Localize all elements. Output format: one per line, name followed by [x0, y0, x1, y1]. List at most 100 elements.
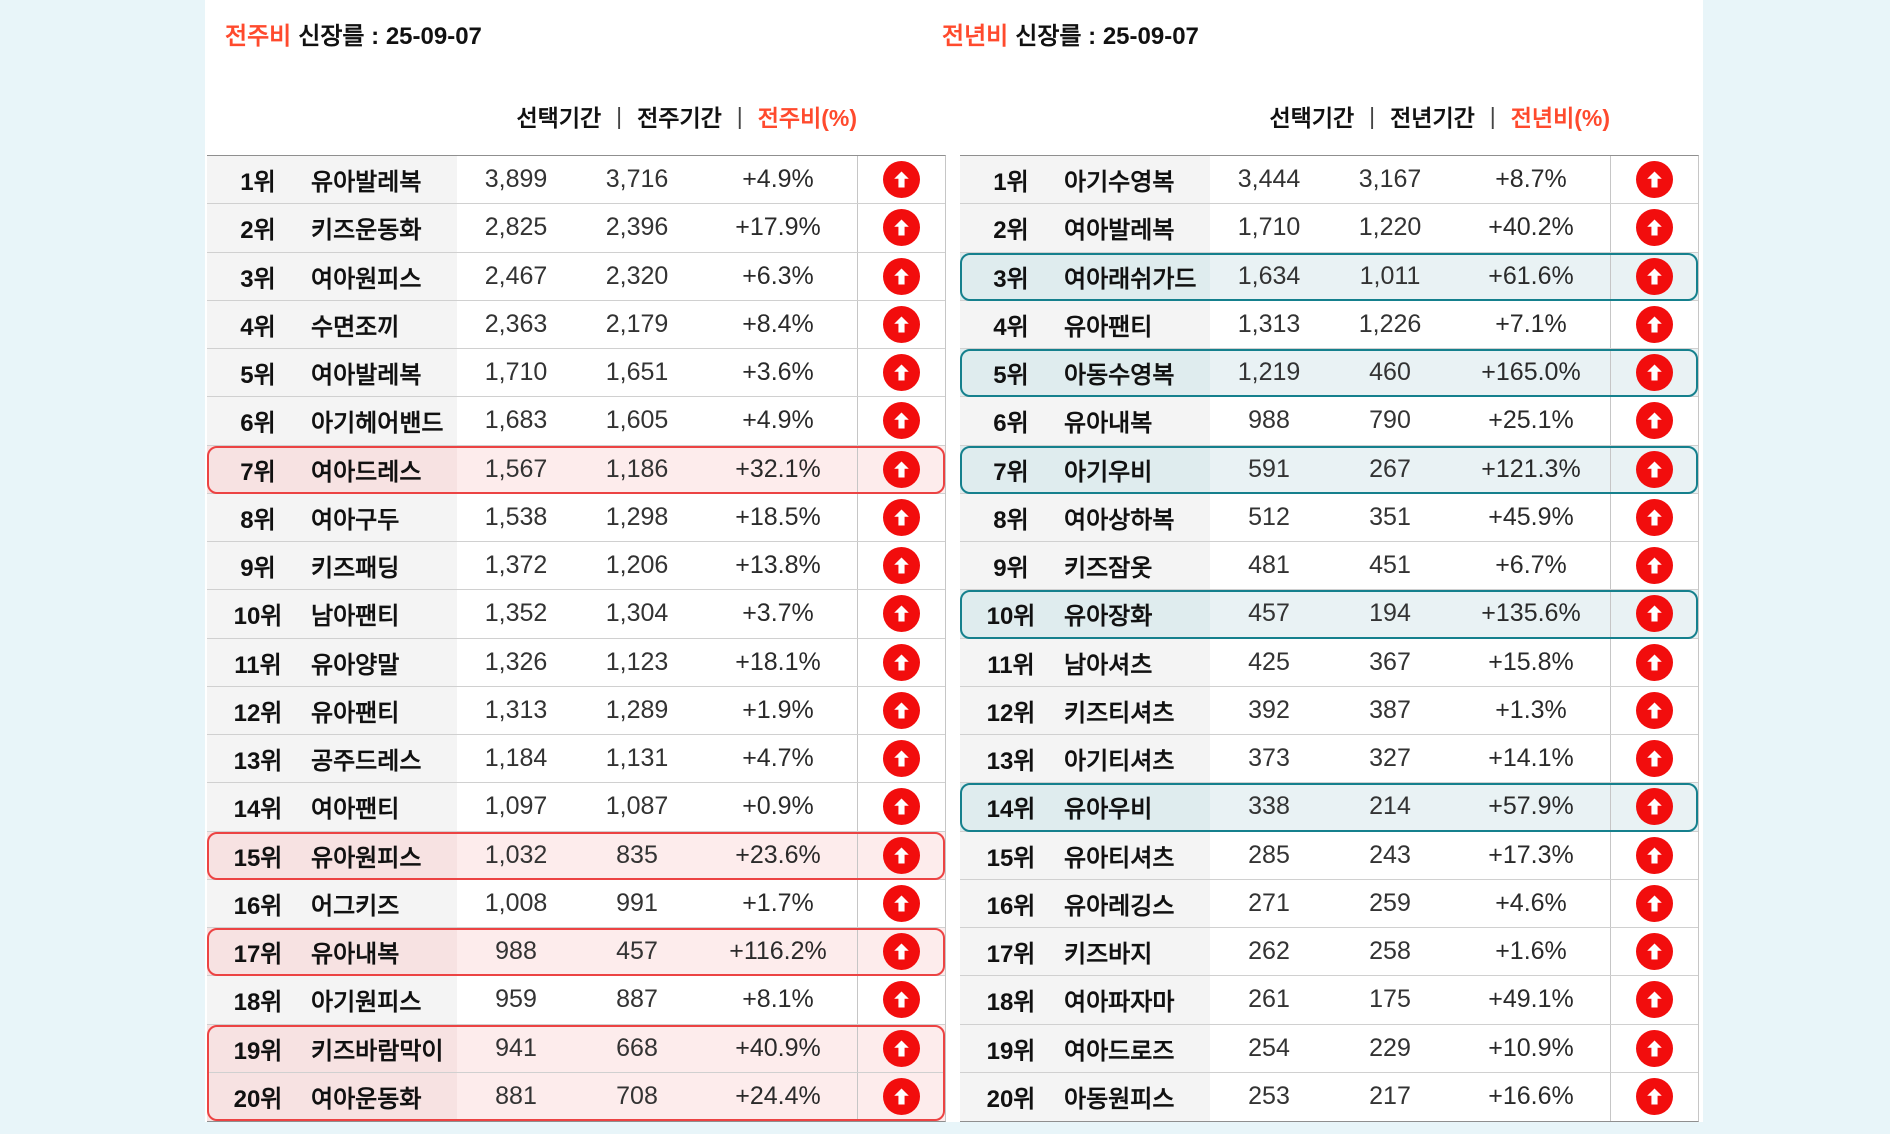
growth-indicator-cell: [857, 397, 945, 445]
rank-cell: 16위: [207, 879, 309, 927]
value-selected-period: 1,710: [1237, 213, 1301, 242]
table-row[interactable]: 13위 공주드레스 1,184 1,131 +4.7%: [207, 735, 945, 784]
table-row[interactable]: 7위 여아드레스 1,567 1,186 +32.1%: [207, 445, 945, 494]
value-selected-period: 481: [1248, 551, 1290, 580]
item-name: 유아발레복: [309, 156, 457, 204]
value-growth-percent: +45.9%: [1488, 502, 1574, 531]
table-row[interactable]: 14위 유아우비 338 214 +57.9%: [960, 783, 1698, 832]
up-arrow-icon: [1636, 161, 1673, 199]
item-name: 유아레깅스: [1062, 879, 1210, 927]
table-row[interactable]: 5위 여아발레복 1,710 1,651 +3.6%: [207, 349, 945, 398]
table-row[interactable]: 11위 남아셔츠 425 367 +15.8%: [960, 638, 1698, 687]
item-name: 유아우비: [1062, 783, 1210, 831]
value-selected-period: 1,219: [1237, 358, 1301, 387]
table-row[interactable]: 16위 유아레깅스 271 259 +4.6%: [960, 879, 1698, 928]
value-compare-period: 217: [1369, 1082, 1411, 1111]
value-selected-period: 591: [1248, 454, 1290, 483]
value-growth-percent: +4.9%: [742, 406, 814, 435]
table-row[interactable]: 15위 유아티셔츠 285 243 +17.3%: [960, 831, 1698, 880]
value-selected-period: 1,372: [484, 551, 548, 580]
value-selected-period: 1,352: [484, 599, 548, 628]
item-name: 아기헤어밴드: [309, 397, 457, 445]
col-header-selected-period: 선택기간: [516, 105, 602, 131]
up-arrow-icon: [883, 305, 920, 343]
growth-indicator-cell: [857, 735, 945, 783]
table-row[interactable]: 2위 여아발레복 1,710 1,220 +40.2%: [960, 204, 1698, 253]
value-selected-period: 253: [1248, 1082, 1290, 1111]
table-row[interactable]: 12위 유아팬티 1,313 1,289 +1.9%: [207, 686, 945, 735]
growth-indicator-cell: [1610, 976, 1698, 1024]
value-growth-percent: +23.6%: [735, 840, 821, 869]
table-row[interactable]: 2위 키즈운동화 2,825 2,396 +17.9%: [207, 204, 945, 253]
item-name: 어그키즈: [309, 879, 457, 927]
value-compare-period: 790: [1369, 406, 1411, 435]
table-row[interactable]: 12위 키즈티셔츠 392 387 +1.3%: [960, 686, 1698, 735]
table-row[interactable]: 20위 아동원피스 253 217 +16.6%: [960, 1072, 1698, 1121]
up-arrow-icon: [1636, 1078, 1673, 1116]
table-row[interactable]: 1위 아기수영복 3,444 3,167 +8.7%: [960, 156, 1698, 205]
value-compare-period: 1,087: [605, 792, 669, 821]
value-selected-period: 1,097: [484, 792, 548, 821]
table-row[interactable]: 13위 아기티셔츠 373 327 +14.1%: [960, 735, 1698, 784]
header-divider: |: [616, 102, 623, 129]
item-name: 유아장화: [1062, 590, 1210, 638]
up-arrow-icon: [883, 1078, 920, 1116]
table-row[interactable]: 8위 여아구두 1,538 1,298 +18.5%: [207, 493, 945, 542]
value-growth-percent: +24.4%: [735, 1082, 821, 1111]
value-selected-period: 959: [495, 985, 537, 1014]
value-growth-percent: +32.1%: [735, 454, 821, 483]
growth-indicator-cell: [1610, 735, 1698, 783]
value-growth-percent: +1.6%: [1495, 937, 1567, 966]
table-row[interactable]: 10위 남아팬티 1,352 1,304 +3.7%: [207, 590, 945, 639]
table-row[interactable]: 17위 유아내복 988 457 +116.2%: [207, 928, 945, 977]
growth-indicator-cell: [857, 928, 945, 976]
table-row[interactable]: 18위 아기원피스 959 887 +8.1%: [207, 976, 945, 1025]
item-name: 키즈잠옷: [1062, 542, 1210, 590]
rank-cell: 4위: [207, 300, 309, 348]
table-row[interactable]: 6위 아기헤어밴드 1,683 1,605 +4.9%: [207, 397, 945, 446]
value-selected-period: 1,634: [1237, 261, 1301, 290]
value-compare-period: 267: [1369, 454, 1411, 483]
growth-indicator-cell: [857, 349, 945, 397]
col-header-week-growth-pct: 전주비(%): [757, 105, 857, 131]
table-row[interactable]: 1위 유아발레복 3,899 3,716 +4.9%: [207, 156, 945, 205]
table-row[interactable]: 9위 키즈잠옷 481 451 +6.7%: [960, 542, 1698, 591]
table-row[interactable]: 3위 여아래쉬가드 1,634 1,011 +61.6%: [960, 252, 1698, 301]
value-selected-period: 1,326: [484, 647, 548, 676]
item-name: 유아팬티: [309, 686, 457, 734]
rank-cell: 17위: [207, 928, 309, 976]
table-row[interactable]: 7위 아기우비 591 267 +121.3%: [960, 445, 1698, 494]
value-compare-period: 1,651: [605, 358, 669, 387]
up-arrow-icon: [1636, 257, 1673, 295]
table-row[interactable]: 16위 어그키즈 1,008 991 +1.7%: [207, 879, 945, 928]
item-name: 여아팬티: [309, 783, 457, 831]
table-row[interactable]: 19위 여아드로즈 254 229 +10.9%: [960, 1024, 1698, 1073]
table-row[interactable]: 4위 수면조끼 2,363 2,179 +8.4%: [207, 300, 945, 349]
right-title-text: 신장를 : 25-09-07: [1015, 23, 1199, 50]
table-row[interactable]: 20위 여아운동화 881 708 +24.4%: [207, 1072, 945, 1121]
table-row[interactable]: 6위 유아내복 988 790 +25.1%: [960, 397, 1698, 446]
value-compare-period: 1,298: [605, 502, 669, 531]
table-row[interactable]: 15위 유아원피스 1,032 835 +23.6%: [207, 831, 945, 880]
table-row[interactable]: 8위 여아상하복 512 351 +45.9%: [960, 493, 1698, 542]
table-row[interactable]: 4위 유아팬티 1,313 1,226 +7.1%: [960, 300, 1698, 349]
table-row[interactable]: 17위 키즈바지 262 258 +1.6%: [960, 928, 1698, 977]
highlighted-row-group: 7위 여아드레스 1,567 1,186 +32.1%: [207, 445, 945, 495]
table-row[interactable]: 14위 여아팬티 1,097 1,087 +0.9%: [207, 783, 945, 832]
table-row[interactable]: 3위 여아원피스 2,467 2,320 +6.3%: [207, 252, 945, 301]
table-row[interactable]: 5위 아동수영복 1,219 460 +165.0%: [960, 349, 1698, 398]
table-row[interactable]: 9위 키즈패딩 1,372 1,206 +13.8%: [207, 542, 945, 591]
header-divider: |: [736, 102, 743, 129]
table-row[interactable]: 18위 여아파자마 261 175 +49.1%: [960, 976, 1698, 1025]
table-row[interactable]: 10위 유아장화 457 194 +135.6%: [960, 590, 1698, 639]
value-growth-percent: +6.7%: [1495, 551, 1567, 580]
up-arrow-icon: [1636, 933, 1673, 971]
rank-cell: 3위: [960, 252, 1062, 300]
table-row[interactable]: 19위 키즈바람막이 941 668 +40.9%: [207, 1024, 945, 1073]
table-row[interactable]: 11위 유아양말 1,326 1,123 +18.1%: [207, 638, 945, 687]
value-compare-period: 1,304: [605, 599, 669, 628]
rank-cell: 13위: [207, 735, 309, 783]
up-arrow-icon: [1636, 595, 1673, 633]
up-arrow-icon: [883, 450, 920, 488]
growth-indicator-cell: [1610, 928, 1698, 976]
